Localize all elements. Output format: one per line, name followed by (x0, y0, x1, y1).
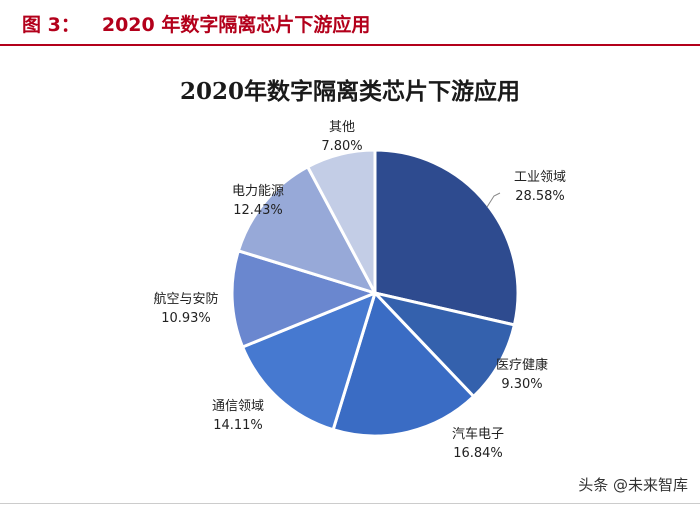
slice-value-label: 28.58% (515, 189, 565, 204)
figure-title: 2020 年数字隔离芯片下游应用 (101, 14, 371, 36)
pie-slices (230, 148, 520, 438)
chart-title: 2020年数字隔离类芯片下游应用 (179, 78, 520, 105)
pie-slice (331, 291, 476, 438)
figure-label: 图 3： (22, 14, 80, 36)
pie-slice (306, 148, 377, 295)
slice-value-label: 16.84% (453, 446, 503, 461)
pie-slice (373, 291, 516, 399)
slice-value-label: 10.93% (161, 311, 211, 326)
slice-category-label: 汽车电子 (452, 426, 504, 442)
pie-slice (236, 165, 377, 295)
figure-header: 图 3： 2020 年数字隔离芯片下游应用 (22, 10, 370, 44)
label-leader-lines (486, 192, 501, 208)
slice-value-label: 12.43% (233, 203, 283, 218)
slice-value-label: 14.11% (213, 418, 263, 433)
slice-category-label: 工业领域 (514, 170, 566, 185)
slice-category-label: 通信领域 (212, 399, 264, 414)
slice-category-label: 航空与安防 (153, 291, 218, 307)
slice-category-label: 电力能源 (232, 184, 284, 199)
pie-slice (230, 249, 377, 349)
slice-category-label: 其他 (329, 120, 355, 135)
slice-value-label: 9.30% (501, 377, 542, 392)
bottom-rule (0, 503, 700, 504)
leader-line (486, 192, 501, 208)
pie-slice (373, 148, 520, 327)
header-rule (0, 44, 700, 46)
pie-labels: 工业领域 28.58% 医疗健康 9.30% 汽车电子 16.84% 通信领域 14.11% 航… (153, 120, 566, 461)
watermark: 头条 @未来智库 (578, 476, 688, 494)
slice-category-label: 医疗健康 (496, 357, 548, 373)
slice-value-label: 7.80% (321, 139, 362, 154)
pie-slice (241, 291, 377, 432)
